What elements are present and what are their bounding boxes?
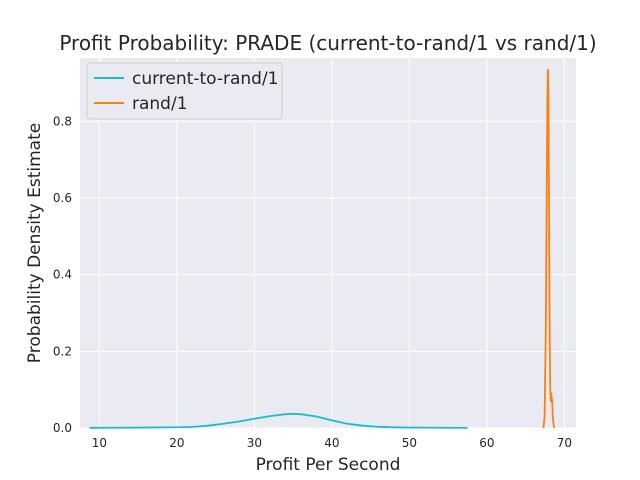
series-line-1 [542, 68, 556, 429]
legend-entry-1: rand/1 [132, 94, 188, 114]
x-tick-label-6: 70 [557, 436, 572, 450]
y-tick-label-4: 0.8 [53, 114, 72, 128]
legend-box [86, 62, 283, 120]
y-tick-label-0: 0.0 [53, 421, 72, 435]
chart-title: Profit Probability: PRADE (current-to-ra… [59, 31, 596, 55]
x-tick-label-4: 50 [402, 436, 417, 450]
series-layer [89, 68, 556, 429]
plot-background [80, 58, 576, 428]
x-tick-label-1: 20 [169, 436, 184, 450]
y-tick-label-1: 0.2 [53, 344, 72, 358]
series-line-0 [89, 412, 468, 429]
y-tick-label-3: 0.6 [53, 191, 72, 205]
y-axis-label: Probability Density Estimate [25, 123, 45, 363]
legend-entry-0: current-to-rand/1 [132, 69, 279, 89]
ticks: 10 20 30 40 50 60 70 0.0 0.2 0.4 0.6 0.8 [53, 114, 572, 450]
x-tick-label-5: 60 [479, 436, 494, 450]
x-tick-label-3: 40 [324, 436, 339, 450]
x-tick-label-2: 30 [247, 436, 262, 450]
x-axis-label: Profit Per Second [256, 455, 401, 475]
legend: current-to-rand/1 rand/1 [86, 62, 283, 120]
y-tick-label-2: 0.4 [53, 268, 72, 282]
x-tick-label-0: 10 [92, 436, 107, 450]
